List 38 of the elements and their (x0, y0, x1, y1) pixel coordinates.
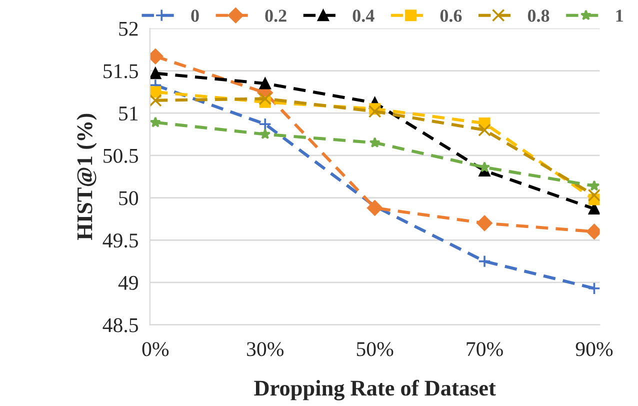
point (476, 215, 492, 231)
y-tick-label: 48.5 (102, 318, 138, 332)
legend-label: 0.8 (528, 10, 550, 22)
x-axis-title: Dropping Rate of Dataset (254, 380, 496, 400)
legend-label: 1 (616, 10, 623, 22)
point (478, 124, 491, 136)
point (150, 116, 161, 128)
point (258, 118, 272, 131)
x-tick-label: 90% (576, 342, 613, 356)
y-tick-label: 50 (119, 191, 138, 206)
x-tick-label: 0% (142, 342, 169, 356)
point (367, 200, 383, 216)
legend-label: 0.4 (352, 10, 374, 22)
point (368, 104, 382, 118)
point (259, 78, 271, 90)
legend-label: 0 (191, 10, 199, 22)
point (150, 68, 162, 80)
legend-label: 0.2 (265, 10, 286, 22)
point (478, 254, 491, 268)
x-tick-label: 30% (247, 342, 284, 356)
point (258, 92, 272, 106)
point (150, 94, 162, 107)
x-tick-label: 50% (356, 342, 394, 356)
y-tick-label: 51 (119, 106, 138, 121)
point (260, 128, 271, 140)
point (588, 282, 600, 295)
y-axis-title: HIST@1 (%) (76, 114, 97, 240)
y-tick-label: 49.5 (102, 234, 138, 248)
point (369, 136, 380, 148)
x-tick-label: 70% (466, 342, 503, 356)
legend-label: 0.6 (440, 10, 462, 22)
point (588, 180, 600, 191)
point (479, 162, 490, 172)
y-tick-label: 50.5 (104, 148, 138, 163)
point (588, 188, 600, 202)
y-tick-label: 51.5 (104, 64, 138, 78)
y-tick-label: 49 (118, 276, 138, 290)
y-tick-label: 52 (119, 22, 138, 36)
